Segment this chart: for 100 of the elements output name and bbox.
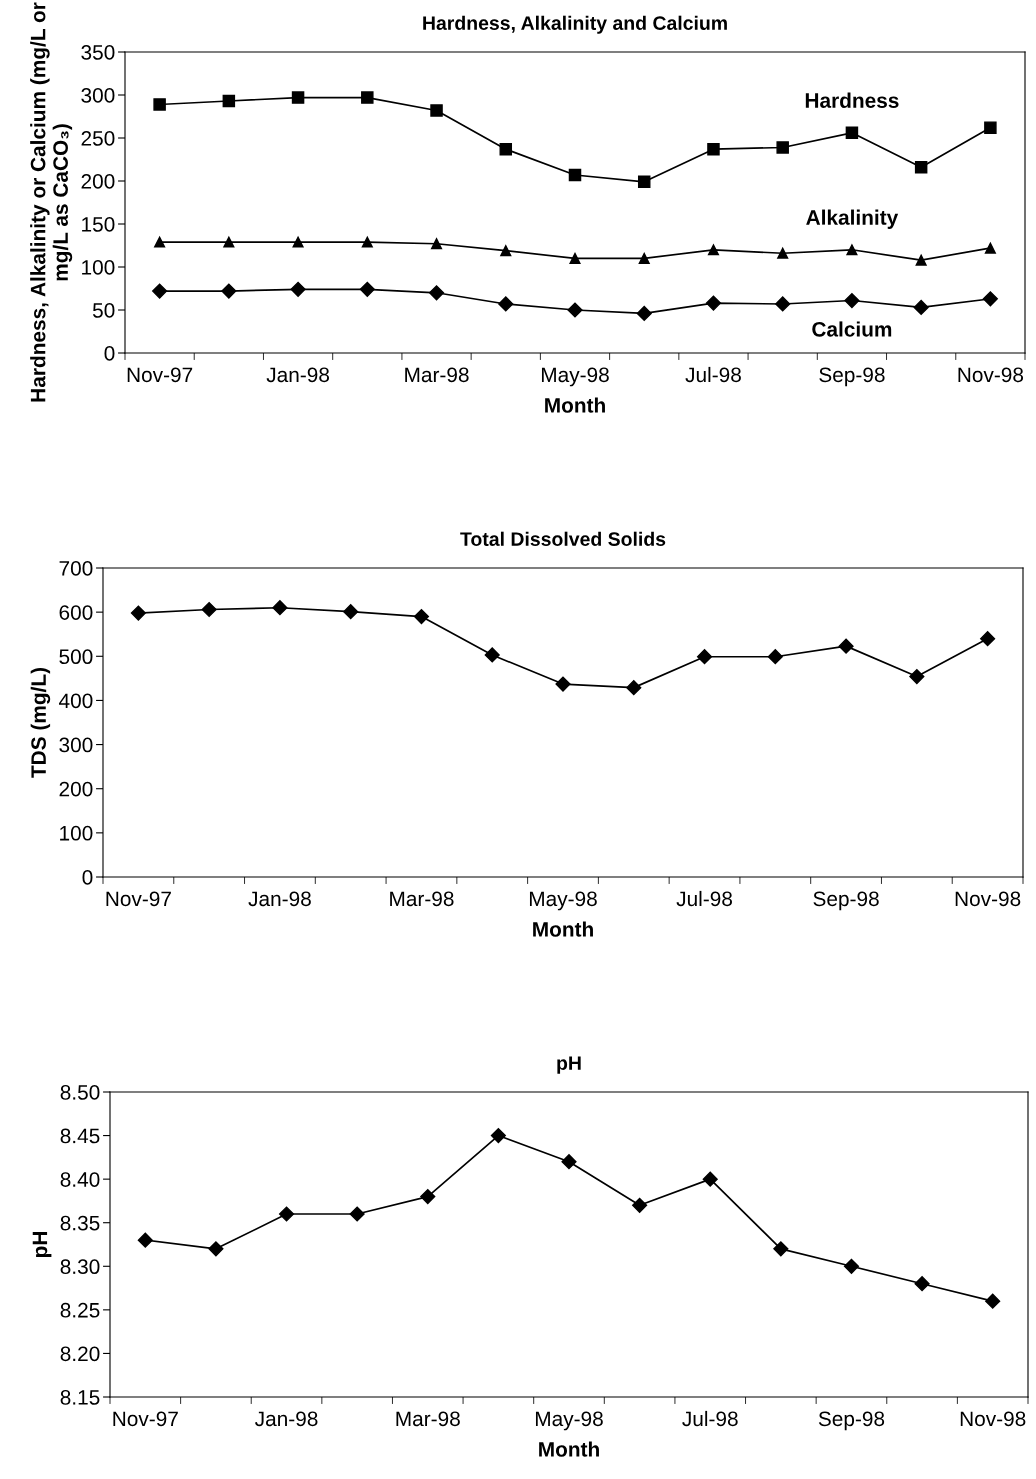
point: [569, 252, 581, 264]
point: [290, 281, 306, 297]
point: [499, 142, 513, 156]
x-tick-label: Nov-97: [113, 1411, 178, 1427]
y-tick-label: 300: [59, 737, 93, 753]
y-tick-label: 0: [104, 346, 115, 361]
x-tick-label: Jul-98: [676, 890, 733, 907]
point: [845, 126, 859, 140]
point: [776, 141, 789, 154]
point: [201, 601, 217, 618]
point: [844, 292, 860, 309]
point: [767, 649, 783, 665]
series-label: Calcium: [812, 321, 892, 337]
point: [561, 1154, 577, 1170]
point: [913, 299, 929, 315]
point: [498, 296, 514, 312]
point: [490, 1128, 506, 1144]
point: [272, 600, 288, 616]
point: [980, 631, 996, 647]
point: [707, 244, 720, 256]
x-tick-label: Mar-98: [405, 367, 469, 383]
x-tick-label: Jul-98: [682, 1410, 738, 1427]
y-tick-label: 250: [81, 131, 115, 146]
y-tick-label: 300: [81, 88, 115, 103]
chart-title: Total Dissolved Solids: [460, 531, 666, 546]
x-tick-label: May-98: [529, 891, 597, 911]
x-tick-label: Jan-98: [248, 891, 311, 907]
y-tick-label: 500: [59, 649, 93, 665]
y-tick-label: 200: [59, 781, 93, 797]
x-tick-label: Mar-98: [396, 1411, 460, 1427]
x-tick-label: Sep-98: [818, 1411, 885, 1431]
point: [914, 1276, 930, 1292]
point: [413, 608, 430, 625]
point: [982, 291, 998, 307]
point: [846, 244, 858, 256]
point: [843, 1258, 860, 1274]
point: [292, 236, 304, 248]
x-axis-title: Month: [539, 1441, 599, 1457]
point: [428, 285, 445, 301]
y-tick-label: 100: [60, 825, 93, 841]
point: [349, 1206, 365, 1222]
y-tick-label: 0: [82, 870, 93, 885]
x-tick-label: Jan-98: [266, 367, 330, 383]
point: [430, 104, 443, 117]
y-axis-title: Hardness, Alkalinity or Calcium (mg/L or mg/L as CaCO₃): [30, 2, 73, 402]
x-tick-label: May-98: [541, 367, 609, 387]
y-tick-label: 8.30: [60, 1259, 100, 1275]
point: [221, 283, 237, 299]
series-label: Alkalinity: [806, 209, 899, 229]
point: [636, 305, 652, 322]
point: [984, 121, 997, 134]
y-axis-title: TDS (mg/L): [30, 667, 51, 778]
point: [985, 1293, 1001, 1309]
point: [359, 281, 375, 297]
point: [223, 236, 235, 248]
x-axis-title: Month: [545, 397, 605, 413]
point: [773, 1241, 789, 1257]
point: [632, 1197, 648, 1213]
point: [208, 1241, 224, 1257]
y-tick-label: 100: [82, 260, 115, 275]
point: [278, 1206, 295, 1222]
y-tick-label: 8.45: [60, 1128, 100, 1144]
x-tick-label: Jul-98: [685, 366, 741, 383]
point: [430, 238, 443, 250]
x-tick-label: Nov-98: [958, 367, 1024, 383]
point: [915, 254, 927, 266]
x-tick-label: Sep-98: [813, 891, 879, 911]
x-tick-label: Nov-98: [955, 891, 1021, 907]
point: [696, 649, 713, 665]
y-tick-label: 8.40: [60, 1172, 100, 1187]
y-tick-label: 50: [92, 303, 115, 318]
point: [420, 1189, 436, 1205]
y-tick-label: 400: [59, 693, 93, 709]
point: [130, 605, 146, 621]
x-tick-label: Nov-98: [960, 1411, 1026, 1427]
point: [500, 245, 512, 257]
point: [707, 142, 720, 156]
point: [567, 302, 583, 318]
y-tick-label: 200: [81, 174, 115, 189]
series-label: Hardness: [805, 92, 899, 108]
x-tick-label: Mar-98: [390, 891, 454, 907]
y-tick-label: 8.50: [60, 1085, 100, 1100]
point: [361, 91, 374, 104]
point: [626, 680, 642, 696]
y-tick-label: 8.35: [60, 1215, 100, 1231]
x-tick-label: Jan-98: [255, 1411, 318, 1427]
y-tick-label: 150: [82, 217, 115, 232]
x-axis-title: Month: [533, 921, 593, 937]
x-tick-label: Sep-98: [819, 367, 885, 387]
point: [775, 296, 791, 312]
point: [702, 1171, 718, 1187]
point: [705, 295, 722, 311]
point: [638, 252, 650, 264]
point: [152, 283, 168, 299]
point: [909, 669, 925, 685]
point: [484, 647, 500, 663]
point: [291, 91, 305, 104]
point: [153, 98, 166, 111]
x-tick-label: Nov-97: [106, 891, 171, 907]
point: [555, 676, 571, 692]
